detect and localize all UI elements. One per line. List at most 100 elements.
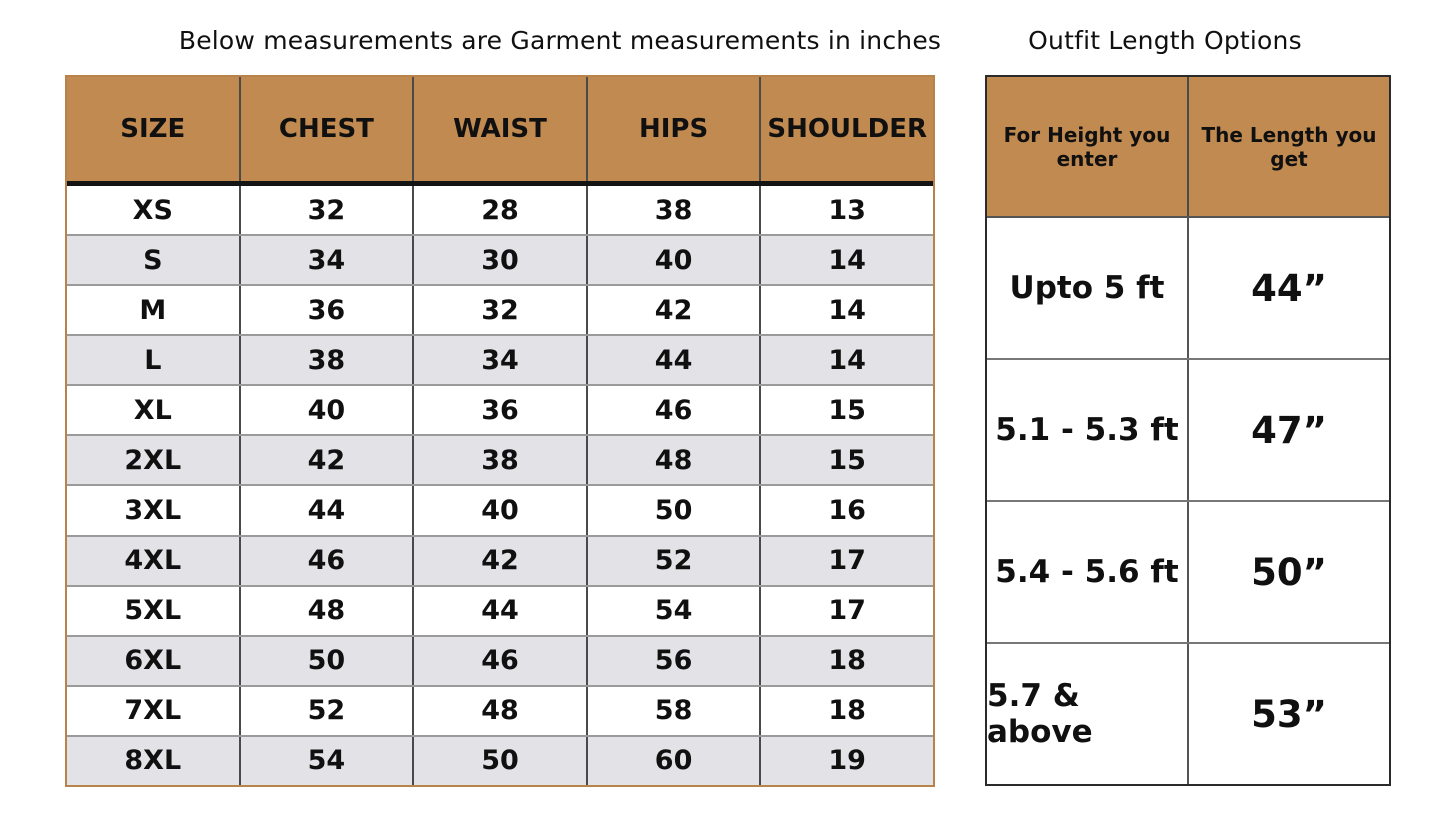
shoulder-cell: 13 [759, 186, 933, 235]
length-value-cell: 44” [1187, 218, 1389, 358]
column-header-hips: HIPS [585, 77, 760, 181]
shoulder-cell: 14 [759, 336, 933, 385]
hips-cell: 60 [585, 736, 760, 785]
waist-cell: 48 [412, 686, 586, 735]
table-row: 5.1 - 5.3 ft 47” [987, 358, 1389, 500]
height-range-cell: 5.4 - 5.6 ft [995, 554, 1179, 590]
table-row: 5.4 - 5.6 ft 50” [987, 500, 1389, 642]
waist-cell: 46 [412, 636, 586, 685]
size-cell: 7XL [124, 695, 182, 727]
table-row: XS 32 28 38 13 [67, 186, 933, 235]
table-header-row: SIZE CHEST WAIST HIPS SHOULDER [67, 77, 933, 186]
chest-cell: 46 [238, 536, 413, 585]
table-row: Upto 5 ft 44” [987, 218, 1389, 358]
table-row: 5.7 & above 53” [987, 642, 1389, 784]
waist-cell: 28 [412, 186, 586, 235]
shoulder-cell: 19 [759, 736, 933, 785]
size-cell: L [144, 344, 162, 376]
column-header-shoulder: SHOULDER [759, 77, 933, 181]
waist-cell: 42 [412, 536, 586, 585]
waist-cell: 36 [412, 386, 586, 435]
table-row: 8XL 54 50 60 19 [67, 734, 933, 785]
chest-cell: 40 [238, 386, 413, 435]
size-cell: S [143, 244, 163, 276]
column-header-waist: WAIST [412, 77, 586, 181]
size-cell: 6XL [124, 645, 182, 677]
size-cell: XS [132, 194, 173, 226]
shoulder-cell: 15 [759, 386, 933, 435]
waist-cell: 30 [412, 236, 586, 285]
waist-cell: 40 [412, 486, 586, 535]
shoulder-cell: 18 [759, 686, 933, 735]
column-header-size: SIZE [120, 114, 186, 144]
outfit-length-title: Outfit Length Options [1028, 26, 1302, 55]
size-cell: 8XL [124, 745, 182, 777]
shoulder-cell: 16 [759, 486, 933, 535]
hips-cell: 54 [585, 586, 760, 635]
shoulder-cell: 14 [759, 236, 933, 285]
chest-cell: 32 [238, 186, 413, 235]
size-cell: 5XL [124, 595, 182, 627]
size-cell: XL [133, 394, 172, 426]
waist-cell: 34 [412, 336, 586, 385]
length-value-cell: 47” [1187, 360, 1389, 500]
hips-cell: 50 [585, 486, 760, 535]
shoulder-cell: 17 [759, 586, 933, 635]
table-row: S 34 30 40 14 [67, 234, 933, 285]
waist-cell: 44 [412, 586, 586, 635]
table-header-row: For Height you enter The Length you get [987, 77, 1389, 218]
shoulder-cell: 15 [759, 436, 933, 485]
table-row: M 36 32 42 14 [67, 284, 933, 335]
table-row: L 38 34 44 14 [67, 334, 933, 385]
waist-cell: 38 [412, 436, 586, 485]
chest-cell: 50 [238, 636, 413, 685]
chest-cell: 38 [238, 336, 413, 385]
chest-cell: 52 [238, 686, 413, 735]
table-row: 6XL 50 46 56 18 [67, 634, 933, 685]
height-range-cell: Upto 5 ft [1009, 270, 1165, 306]
garment-measurements-title: Below measurements are Garment measureme… [178, 26, 942, 55]
shoulder-cell: 17 [759, 536, 933, 585]
chest-cell: 54 [238, 736, 413, 785]
length-value-cell: 53” [1187, 644, 1389, 784]
length-value-cell: 50” [1187, 502, 1389, 642]
garment-measurements-table: SIZE CHEST WAIST HIPS SHOULDER XS 32 28 … [65, 75, 935, 787]
hips-cell: 38 [585, 186, 760, 235]
hips-cell: 42 [585, 286, 760, 335]
height-range-cell: 5.1 - 5.3 ft [995, 412, 1179, 448]
table-row: XL 40 36 46 15 [67, 384, 933, 435]
column-header-height: For Height you enter [1003, 122, 1171, 171]
column-header-length: The Length you get [1187, 77, 1389, 216]
chest-cell: 44 [238, 486, 413, 535]
chest-cell: 48 [238, 586, 413, 635]
hips-cell: 56 [585, 636, 760, 685]
shoulder-cell: 18 [759, 636, 933, 685]
hips-cell: 44 [585, 336, 760, 385]
hips-cell: 58 [585, 686, 760, 735]
hips-cell: 52 [585, 536, 760, 585]
shoulder-cell: 14 [759, 286, 933, 335]
chest-cell: 34 [238, 236, 413, 285]
waist-cell: 32 [412, 286, 586, 335]
size-cell: 4XL [124, 545, 182, 577]
height-range-cell: 5.7 & above [987, 678, 1093, 750]
table-row: 4XL 46 42 52 17 [67, 534, 933, 585]
table-row: 5XL 48 44 54 17 [67, 584, 933, 635]
waist-cell: 50 [412, 736, 586, 785]
outfit-length-table: For Height you enter The Length you get … [985, 75, 1391, 786]
hips-cell: 40 [585, 236, 760, 285]
hips-cell: 48 [585, 436, 760, 485]
table-row: 7XL 52 48 58 18 [67, 684, 933, 735]
table-row: 2XL 42 38 48 15 [67, 434, 933, 485]
table-row: 3XL 44 40 50 16 [67, 484, 933, 535]
chest-cell: 36 [238, 286, 413, 335]
column-header-chest: CHEST [238, 77, 413, 181]
size-cell: M [139, 294, 167, 326]
chest-cell: 42 [238, 436, 413, 485]
table-body: XS 32 28 38 13 S 34 30 40 14 M 36 32 42 … [67, 186, 933, 785]
table-body: Upto 5 ft 44” 5.1 - 5.3 ft 47” 5.4 - 5.6… [987, 218, 1389, 784]
size-cell: 3XL [124, 495, 182, 526]
hips-cell: 46 [585, 386, 760, 435]
size-cell: 2XL [124, 444, 182, 476]
